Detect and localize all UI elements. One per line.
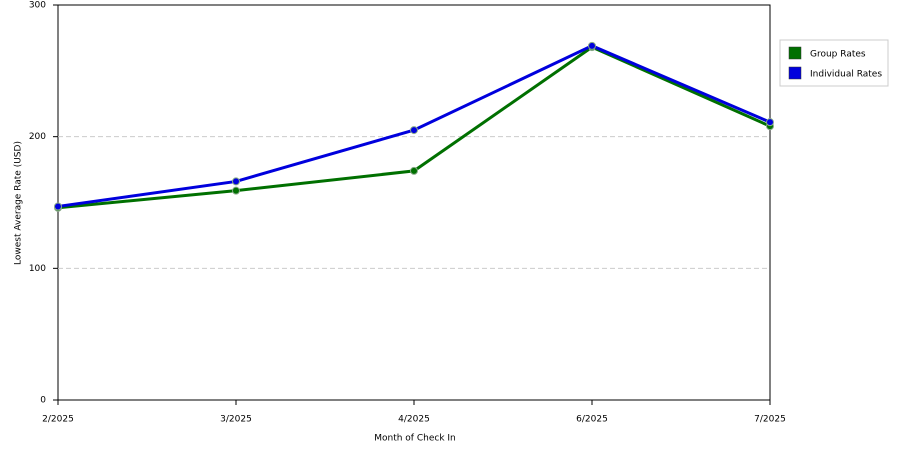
point — [588, 41, 596, 50]
y-tick-label: 0 — [40, 396, 46, 406]
point — [232, 186, 240, 195]
x-tick-label: 4/2025 — [398, 415, 430, 425]
point — [410, 166, 418, 175]
point — [410, 126, 418, 135]
point — [232, 177, 240, 186]
legend-label: Individual Rates — [810, 70, 882, 80]
y-tick-label: 300 — [29, 1, 46, 11]
y-axis-label: Lowest Average Rate (USD) — [14, 141, 24, 265]
legend-label: Group Rates — [810, 50, 866, 60]
point — [766, 118, 774, 127]
y-tick-label: 100 — [29, 264, 46, 274]
point — [54, 202, 62, 211]
plot-frame — [57, 4, 771, 401]
y-tick-label: 200 — [29, 132, 46, 142]
legend-swatch — [788, 66, 802, 80]
x-tick-label: 7/2025 — [754, 415, 786, 425]
x-tick-label: 3/2025 — [220, 415, 252, 425]
x-axis-label: Month of Check In — [374, 434, 456, 444]
legend-swatch — [788, 46, 802, 60]
x-tick-label: 2/2025 — [42, 415, 74, 425]
x-tick-label: 6/2025 — [576, 415, 608, 425]
